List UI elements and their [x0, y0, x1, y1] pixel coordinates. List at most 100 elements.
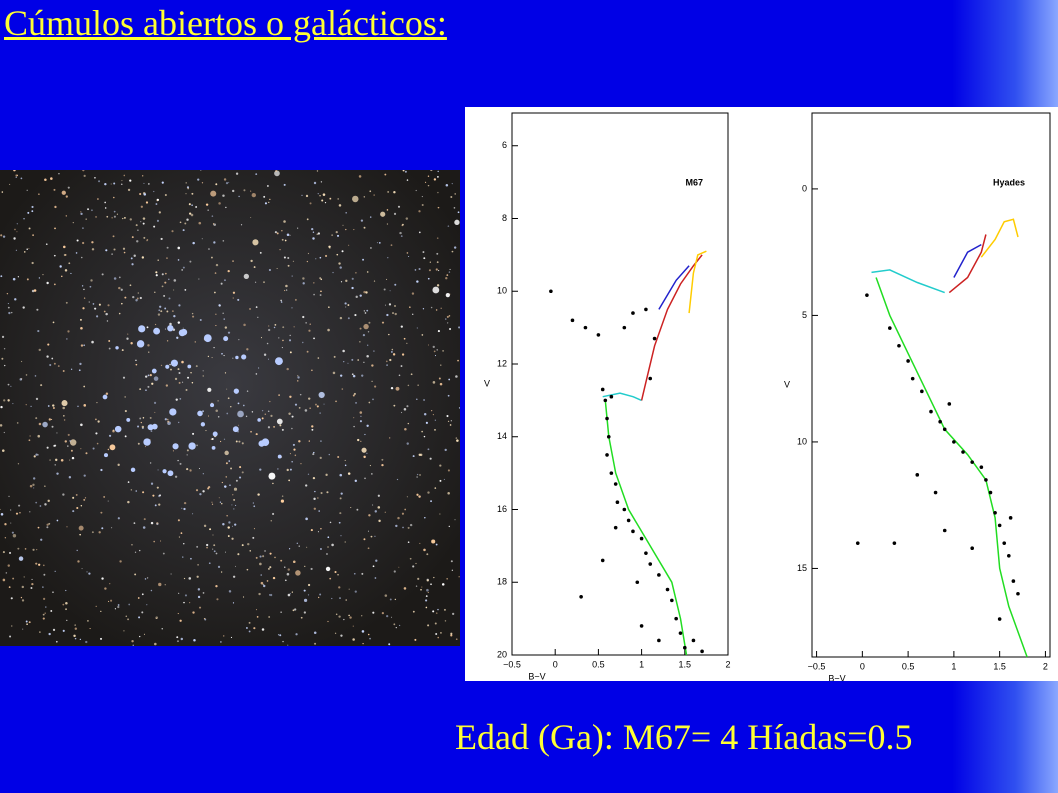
star — [96, 442, 99, 445]
star — [454, 219, 460, 225]
star — [289, 334, 291, 337]
star — [45, 243, 48, 246]
star — [169, 322, 172, 326]
star — [427, 184, 430, 187]
star — [167, 420, 170, 423]
cluster-star — [162, 469, 167, 474]
star — [363, 310, 366, 312]
star — [183, 501, 187, 505]
star — [373, 194, 375, 196]
cluster-star — [200, 422, 206, 427]
star — [298, 440, 301, 443]
star — [395, 386, 400, 391]
star — [241, 471, 244, 474]
star — [80, 326, 83, 330]
star — [266, 185, 269, 187]
star — [177, 321, 181, 324]
star — [227, 526, 230, 529]
star — [137, 292, 140, 294]
star-point — [605, 453, 609, 457]
star — [1, 357, 4, 360]
star — [319, 593, 322, 596]
star — [190, 372, 192, 374]
star — [181, 507, 183, 509]
star — [274, 231, 277, 234]
star — [51, 425, 54, 428]
star — [31, 583, 34, 586]
star — [137, 442, 140, 445]
star — [38, 348, 41, 352]
caption: Edad (Ga): M67= 4 Híadas=0.5 — [455, 717, 913, 757]
star — [345, 212, 347, 214]
star — [53, 254, 56, 257]
star — [437, 191, 439, 194]
star — [66, 338, 68, 340]
star-point — [549, 289, 553, 294]
star — [436, 284, 440, 287]
star — [367, 344, 369, 346]
star — [359, 341, 361, 343]
star — [146, 577, 149, 579]
star — [306, 218, 309, 221]
star — [85, 218, 87, 220]
star — [403, 407, 407, 411]
star — [406, 405, 409, 408]
star — [0, 275, 3, 278]
star — [389, 290, 391, 292]
star — [402, 526, 404, 529]
y-tick-label: 15 — [797, 563, 807, 573]
star — [171, 310, 174, 313]
star — [266, 342, 269, 345]
star — [39, 631, 41, 633]
star — [443, 608, 446, 611]
star — [370, 535, 373, 538]
star — [245, 415, 248, 418]
star — [433, 576, 435, 579]
star — [28, 439, 31, 442]
star — [373, 350, 375, 352]
star — [66, 619, 68, 622]
star — [10, 385, 12, 388]
star — [366, 424, 369, 427]
star — [7, 306, 10, 309]
star — [257, 493, 260, 496]
star — [164, 194, 167, 197]
star — [230, 467, 233, 470]
star — [214, 272, 217, 274]
star — [239, 466, 242, 469]
star — [139, 549, 141, 552]
star — [270, 414, 273, 417]
star — [194, 341, 196, 343]
star — [83, 297, 86, 299]
star — [427, 491, 430, 494]
star — [40, 538, 43, 541]
star — [179, 221, 182, 224]
star — [77, 560, 80, 563]
star-point — [648, 562, 653, 566]
star — [183, 577, 186, 580]
star — [137, 229, 139, 231]
star — [42, 564, 45, 567]
cluster-star — [233, 388, 239, 394]
star — [340, 281, 343, 283]
star — [434, 419, 436, 421]
star — [433, 178, 437, 181]
star — [53, 362, 56, 365]
star-point — [606, 434, 611, 439]
star — [447, 225, 450, 227]
star — [47, 343, 50, 346]
star — [269, 198, 271, 200]
star — [56, 519, 59, 522]
star — [280, 611, 282, 613]
star — [388, 643, 391, 646]
star — [134, 551, 137, 553]
star — [430, 583, 432, 586]
star — [225, 182, 229, 185]
star — [222, 240, 225, 242]
star — [232, 297, 234, 299]
star — [337, 198, 339, 200]
star — [156, 219, 160, 222]
star — [399, 624, 401, 626]
star — [174, 377, 178, 381]
star — [302, 315, 305, 319]
